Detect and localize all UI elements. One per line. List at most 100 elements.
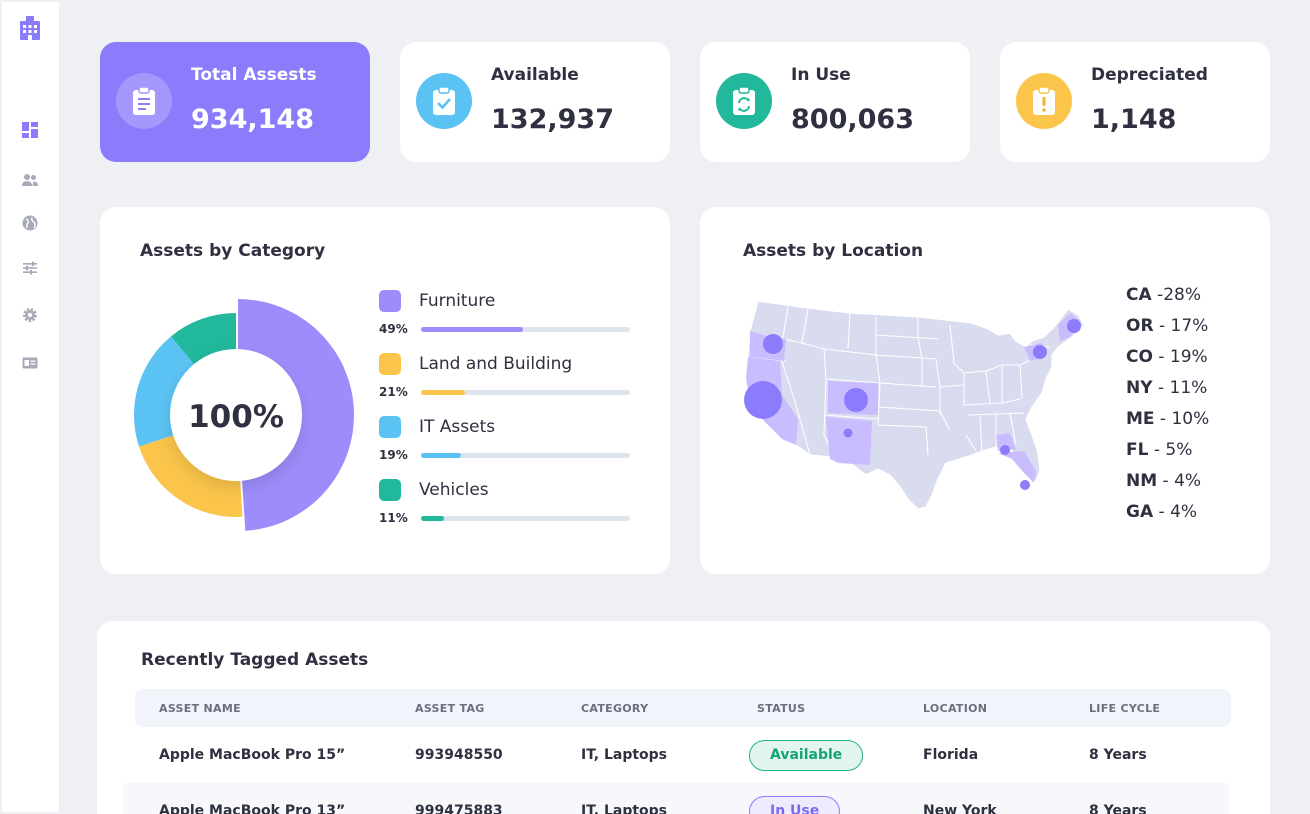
- location-state: ME: [1126, 409, 1155, 429]
- globe-icon[interactable]: [21, 214, 39, 232]
- stat-card-in-use[interactable]: In Use 800,063: [700, 42, 970, 162]
- location-percent: 19%: [1169, 347, 1208, 367]
- legend-name: Furniture: [419, 291, 496, 311]
- stat-value: 132,937: [491, 104, 614, 135]
- legend-bar-track: [421, 516, 630, 521]
- map-bubble-nm: [843, 428, 853, 438]
- location-percent: 17%: [1170, 316, 1209, 336]
- location-item: OR - 17%: [1126, 316, 1209, 347]
- column-header-asset-name[interactable]: Asset Name: [159, 702, 241, 715]
- us-map: [744, 300, 1085, 510]
- cell-location: New York: [923, 803, 997, 814]
- legend-item-land-and-building: Land and Building 21%: [379, 353, 639, 409]
- location-item: NY - 11%: [1126, 378, 1209, 409]
- legend-bar-track: [421, 327, 630, 332]
- stat-label: In Use: [791, 65, 851, 85]
- cell-asset-tag: 999475883: [415, 803, 503, 814]
- status-badge: In Use: [749, 796, 841, 814]
- cell-asset-name: Apple MacBook Pro 13”: [159, 803, 346, 814]
- gear-icon[interactable]: [21, 306, 39, 324]
- stat-value: 1,148: [1091, 104, 1177, 135]
- panel-title: Assets by Category: [140, 241, 326, 261]
- dashboard-icon[interactable]: [21, 121, 39, 139]
- legend-item-vehicles: Vehicles 11%: [379, 479, 639, 535]
- clipboard-refresh-icon: [716, 73, 772, 129]
- state-florida: [998, 451, 1036, 483]
- location-percent: 4%: [1170, 502, 1198, 522]
- location-item: ME - 10%: [1126, 409, 1209, 440]
- map-bubble-ca: [744, 381, 782, 419]
- location-percent: 10%: [1171, 409, 1210, 429]
- stat-label: Depreciated: [1091, 65, 1208, 85]
- cell-asset-name: Apple MacBook Pro 15”: [159, 747, 346, 763]
- column-header-life-cycle[interactable]: Life Cycle: [1089, 702, 1161, 715]
- location-separator: -: [1153, 316, 1171, 336]
- clipboard-list-icon: [116, 73, 172, 129]
- location-item: NM - 4%: [1126, 471, 1209, 502]
- table-row[interactable]: Apple MacBook Pro 15” 993948550 IT, Lapt…: [135, 727, 1231, 783]
- cell-location: Florida: [923, 747, 979, 763]
- location-separator: -: [1157, 471, 1175, 491]
- stat-card-depreciated[interactable]: Depreciated 1,148: [1000, 42, 1270, 162]
- assets-by-category-panel: Assets by Category 100% Furniture 49% La…: [100, 207, 670, 574]
- location-item: CA -28%: [1126, 285, 1209, 316]
- users-icon[interactable]: [21, 171, 39, 189]
- column-header-status[interactable]: Status: [757, 702, 806, 715]
- clipboard-check-icon: [416, 73, 472, 129]
- location-separator: -: [1148, 440, 1166, 460]
- legend-name: IT Assets: [419, 417, 496, 437]
- panel-title: Recently Tagged Assets: [141, 650, 369, 670]
- sidebar: [2, 2, 59, 812]
- legend-item-furniture: Furniture 49%: [379, 290, 639, 346]
- category-donut-chart: 100%: [134, 299, 354, 531]
- legend-percent: 49%: [379, 322, 408, 336]
- us-map-bubbles: [744, 319, 1081, 490]
- location-separator: -: [1152, 347, 1170, 367]
- legend-swatch: [379, 290, 401, 312]
- legend-bar-fill: [421, 390, 465, 395]
- table-header: Asset Name Asset Tag Category Status Loc…: [135, 689, 1231, 727]
- legend-bar-track: [421, 390, 630, 395]
- stat-label: Total Assests: [191, 65, 317, 85]
- donut-center: [170, 349, 302, 481]
- legend-swatch: [379, 416, 401, 438]
- column-header-location[interactable]: Location: [923, 702, 988, 715]
- logo-icon[interactable]: [16, 14, 44, 42]
- location-state: NY: [1126, 378, 1153, 398]
- sliders-icon[interactable]: [21, 259, 39, 277]
- legend-swatch: [379, 353, 401, 375]
- donut-slice-land-and-building: [138, 433, 243, 517]
- location-percent: 28%: [1163, 285, 1201, 305]
- column-header-asset-tag[interactable]: Asset Tag: [415, 702, 485, 715]
- stat-card-total-assets[interactable]: Total Assests 934,148: [100, 42, 370, 162]
- legend-name: Land and Building: [419, 354, 573, 374]
- legend-bar-fill: [421, 327, 524, 332]
- location-state: GA: [1126, 502, 1154, 522]
- state-new-mexico: [826, 417, 872, 465]
- cell-asset-tag: 993948550: [415, 747, 503, 763]
- location-item: FL - 5%: [1126, 440, 1209, 471]
- map-bubble-co: [844, 388, 868, 412]
- location-state: FL: [1126, 440, 1149, 460]
- column-header-category[interactable]: Category: [581, 702, 649, 715]
- clipboard-alert-icon: [1016, 73, 1072, 129]
- location-percent: 11%: [1169, 378, 1208, 398]
- cell-category: IT, Laptops: [581, 803, 668, 814]
- cell-category: IT, Laptops: [581, 747, 668, 763]
- location-percent: 5%: [1165, 440, 1193, 460]
- stat-card-available[interactable]: Available 132,937: [400, 42, 670, 162]
- table-row[interactable]: Apple MacBook Pro 13” 999475883 IT, Lapt…: [123, 783, 1229, 814]
- location-separator: -: [1152, 378, 1170, 398]
- location-state: CO: [1126, 347, 1153, 367]
- location-state: NM: [1126, 471, 1158, 491]
- location-list: CA -28% OR - 17% CO - 19% NY - 11% ME - …: [1126, 285, 1209, 533]
- location-state: OR: [1126, 316, 1154, 336]
- location-item: CO - 19%: [1126, 347, 1209, 378]
- location-separator: -: [1151, 285, 1164, 305]
- donut-slice-it-assets: [134, 336, 198, 447]
- location-separator: -: [1154, 409, 1172, 429]
- donut-center-label: 100%: [188, 399, 284, 435]
- id-card-icon[interactable]: [21, 354, 39, 372]
- legend-bar-fill: [421, 516, 444, 521]
- map-bubble-ny: [1033, 345, 1047, 359]
